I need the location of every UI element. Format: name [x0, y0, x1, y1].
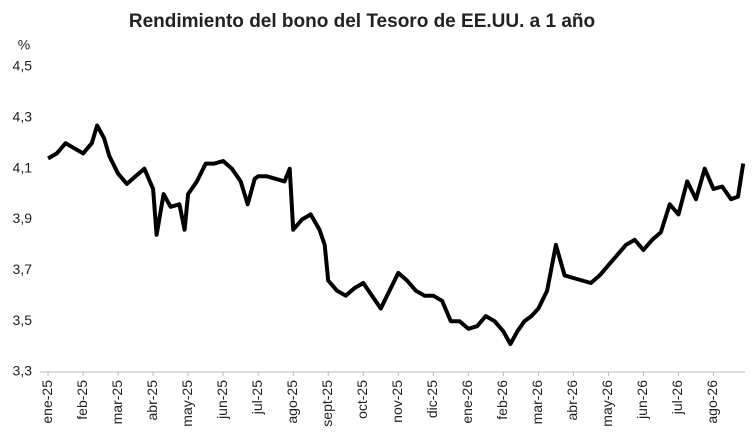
x-tick-label: ene-26	[459, 380, 475, 424]
x-tick-label: jun-25	[214, 380, 230, 420]
y-tick-label: 4,1	[13, 159, 33, 175]
x-tick-label: ago-26	[704, 380, 720, 424]
y-tick-label: 3,3	[13, 363, 33, 379]
y-tick-label: 3,7	[13, 261, 33, 277]
x-tick-label: mar-25	[109, 380, 125, 425]
x-tick-label: sept-25	[319, 380, 335, 427]
x-tick-label: abr-25	[144, 380, 160, 421]
line-series	[47, 123, 746, 346]
x-tick-label: jul-26	[669, 380, 685, 415]
x-tick-label: mar-26	[529, 380, 545, 425]
x-tick-label: nov-25	[389, 380, 405, 423]
x-tick-label: jul-25	[249, 380, 265, 415]
chart-title: Rendimiento del bono del Tesoro de EE.UU…	[129, 11, 595, 32]
x-tick-label: feb-26	[494, 380, 510, 420]
y-axis-label: %	[18, 37, 30, 53]
y-tick-label: 4,3	[13, 109, 33, 125]
x-tick-label: ene-25	[39, 380, 55, 424]
y-tick-label: 3,5	[13, 312, 33, 328]
x-tick-label: may-26	[599, 380, 615, 427]
x-tick-label: jun-26	[634, 380, 650, 420]
x-tick-label: abr-26	[564, 380, 580, 421]
y-tick-label: 4,5	[13, 58, 33, 74]
x-tick-label: ago-25	[284, 380, 300, 424]
x-tick-label: feb-25	[74, 380, 90, 420]
x-tick-label: oct-25	[354, 380, 370, 419]
x-tick-label: dic-25	[424, 380, 440, 418]
x-tick-label: may-25	[179, 380, 195, 427]
y-tick-label: 3,9	[13, 210, 33, 226]
